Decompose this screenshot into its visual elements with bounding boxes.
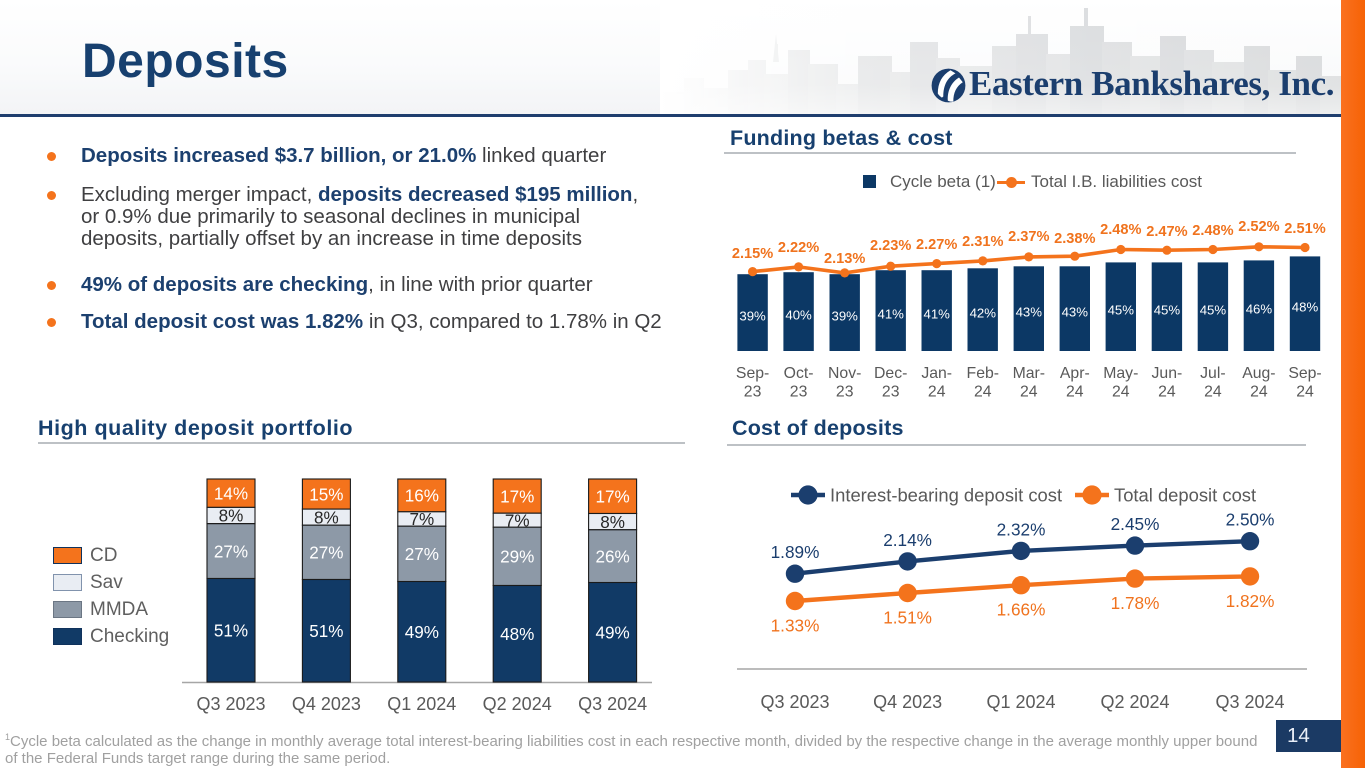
- svg-text:8%: 8%: [314, 508, 339, 527]
- svg-text:Q4 2023: Q4 2023: [292, 694, 361, 714]
- svg-text:49%: 49%: [405, 623, 439, 642]
- svg-text:24: 24: [1066, 384, 1084, 401]
- svg-text:49%: 49%: [595, 624, 629, 643]
- svg-text:2.50%: 2.50%: [1226, 510, 1275, 530]
- svg-text:2.48%: 2.48%: [1192, 223, 1233, 239]
- svg-text:2.32%: 2.32%: [997, 519, 1046, 539]
- svg-text:2.31%: 2.31%: [962, 234, 1003, 250]
- svg-text:43%: 43%: [1016, 304, 1043, 319]
- svg-text:24: 24: [974, 384, 992, 401]
- svg-text:2.45%: 2.45%: [1111, 514, 1160, 534]
- svg-text:Nov-: Nov-: [828, 365, 861, 382]
- svg-text:1.51%: 1.51%: [883, 608, 932, 628]
- svg-text:Q3 2023: Q3 2023: [196, 694, 265, 714]
- svg-text:2.37%: 2.37%: [1008, 229, 1049, 245]
- svg-text:23: 23: [744, 384, 762, 401]
- svg-text:Q3 2024: Q3 2024: [578, 694, 647, 714]
- svg-text:Jul-: Jul-: [1200, 365, 1225, 382]
- svg-text:45%: 45%: [1154, 303, 1181, 318]
- svg-text:Sep-: Sep-: [1288, 365, 1321, 382]
- svg-text:27%: 27%: [214, 542, 248, 561]
- svg-text:1.82%: 1.82%: [1226, 591, 1275, 611]
- svg-text:2.13%: 2.13%: [824, 251, 865, 267]
- svg-text:Q2 2024: Q2 2024: [1100, 692, 1169, 712]
- svg-text:46%: 46%: [1246, 302, 1273, 317]
- svg-text:1.66%: 1.66%: [997, 600, 1046, 620]
- svg-text:7%: 7%: [505, 511, 530, 530]
- svg-text:Q2 2024: Q2 2024: [483, 694, 552, 714]
- svg-text:2.23%: 2.23%: [870, 238, 911, 254]
- svg-text:2.51%: 2.51%: [1284, 221, 1325, 237]
- svg-text:24: 24: [1020, 384, 1038, 401]
- svg-text:Oct-: Oct-: [784, 365, 814, 382]
- svg-text:Q1 2024: Q1 2024: [986, 692, 1055, 712]
- svg-text:39%: 39%: [739, 308, 766, 323]
- svg-text:48%: 48%: [1292, 300, 1319, 315]
- svg-text:2.47%: 2.47%: [1146, 224, 1187, 240]
- svg-text:2.52%: 2.52%: [1238, 219, 1279, 235]
- svg-text:Total deposit cost: Total deposit cost: [1114, 485, 1256, 506]
- svg-text:24: 24: [1112, 384, 1130, 401]
- svg-text:23: 23: [882, 384, 900, 401]
- svg-text:Interest-bearing deposit cost: Interest-bearing deposit cost: [830, 485, 1062, 506]
- svg-text:29%: 29%: [500, 548, 534, 567]
- svg-text:48%: 48%: [500, 625, 534, 644]
- svg-text:2.27%: 2.27%: [916, 237, 957, 253]
- svg-text:May-: May-: [1103, 365, 1138, 382]
- svg-text:1.33%: 1.33%: [771, 616, 820, 636]
- svg-text:41%: 41%: [877, 306, 904, 321]
- svg-text:2.48%: 2.48%: [1100, 222, 1141, 238]
- svg-text:Q1 2024: Q1 2024: [387, 694, 456, 714]
- svg-text:8%: 8%: [219, 507, 244, 526]
- svg-text:8%: 8%: [600, 513, 625, 532]
- svg-text:14%: 14%: [214, 484, 248, 503]
- svg-text:7%: 7%: [409, 510, 434, 529]
- svg-text:39%: 39%: [831, 308, 858, 323]
- svg-text:24: 24: [928, 384, 946, 401]
- svg-text:Q3 2024: Q3 2024: [1215, 692, 1284, 712]
- svg-text:Feb-: Feb-: [967, 365, 999, 382]
- svg-text:Jun-: Jun-: [1152, 365, 1183, 382]
- svg-text:43%: 43%: [1062, 304, 1089, 319]
- svg-text:16%: 16%: [405, 487, 439, 506]
- svg-text:23: 23: [836, 384, 854, 401]
- svg-text:2.14%: 2.14%: [883, 530, 932, 550]
- svg-text:17%: 17%: [595, 488, 629, 507]
- svg-text:2.22%: 2.22%: [778, 240, 819, 256]
- svg-text:26%: 26%: [595, 547, 629, 566]
- svg-text:23: 23: [790, 384, 808, 401]
- svg-text:Aug-: Aug-: [1242, 365, 1275, 382]
- svg-text:17%: 17%: [500, 487, 534, 506]
- svg-text:Apr-: Apr-: [1060, 365, 1090, 382]
- svg-text:45%: 45%: [1108, 303, 1135, 318]
- svg-text:24: 24: [1204, 384, 1222, 401]
- svg-text:41%: 41%: [923, 306, 950, 321]
- svg-text:40%: 40%: [785, 307, 812, 322]
- svg-text:Mar-: Mar-: [1013, 365, 1045, 382]
- svg-text:Sep-: Sep-: [736, 365, 769, 382]
- svg-text:45%: 45%: [1200, 303, 1227, 318]
- svg-text:1.89%: 1.89%: [771, 542, 820, 562]
- svg-text:Q3 2023: Q3 2023: [760, 692, 829, 712]
- svg-text:24: 24: [1158, 384, 1176, 401]
- svg-text:15%: 15%: [309, 485, 343, 504]
- svg-text:Jan-: Jan-: [921, 365, 952, 382]
- svg-text:51%: 51%: [309, 622, 343, 641]
- svg-text:2.15%: 2.15%: [732, 246, 773, 262]
- svg-text:27%: 27%: [405, 545, 439, 564]
- svg-text:2.38%: 2.38%: [1054, 231, 1095, 247]
- svg-text:Dec-: Dec-: [874, 365, 907, 382]
- svg-text:27%: 27%: [309, 544, 343, 563]
- svg-text:51%: 51%: [214, 621, 248, 640]
- svg-text:24: 24: [1250, 384, 1268, 401]
- svg-text:42%: 42%: [970, 305, 997, 320]
- svg-text:24: 24: [1296, 384, 1314, 401]
- svg-text:Q4 2023: Q4 2023: [873, 692, 942, 712]
- svg-text:1.78%: 1.78%: [1111, 593, 1160, 613]
